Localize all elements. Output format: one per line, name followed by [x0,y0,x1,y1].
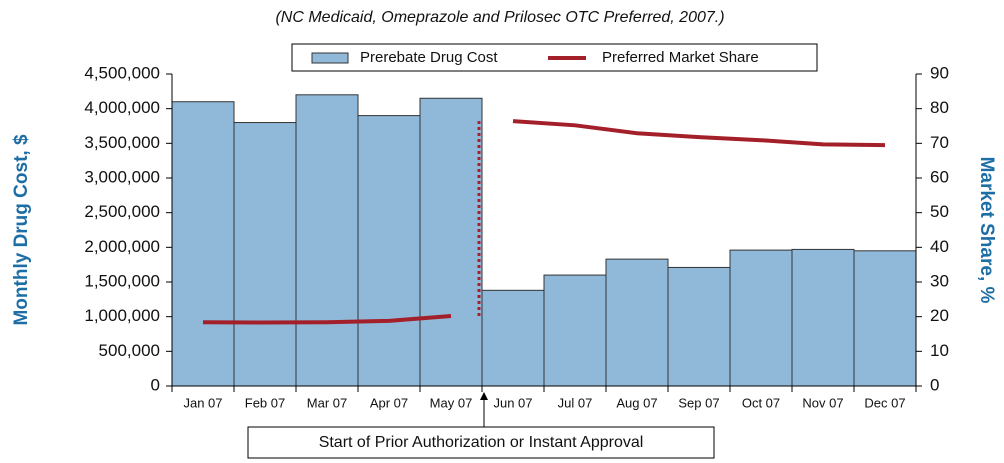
bar [171,101,235,387]
x-tick-label: Aug 07 [616,395,657,410]
y2-tick-label: 70 [930,133,949,152]
bar [233,122,297,387]
y-tick-label: 4,500,000 [84,63,160,82]
y-tick-label: 0 [151,375,160,394]
legend-label: Prerebate Drug Cost [360,49,498,66]
chart-title: (NC Medicaid, Omeprazole and Prilosec OT… [275,9,724,26]
bar [791,248,855,387]
x-tick-label: May 07 [430,395,473,410]
y2-tick-label: 80 [930,98,949,117]
x-tick-label: Dec 07 [864,395,905,410]
x-tick-label: Feb 07 [245,395,285,410]
y2-tick-label: 50 [930,202,949,221]
bar [357,115,421,387]
x-tick-label: Jan 07 [183,395,222,410]
x-tick-label: Oct 07 [742,395,780,410]
bar [295,94,359,387]
y-tick-label: 500,000 [99,341,160,360]
y2-tick-label: 30 [930,271,949,290]
y-tick-label: 4,000,000 [84,98,160,117]
y2-tick-label: 40 [930,237,949,256]
y2-tick-label: 20 [930,306,949,325]
legend-label: Preferred Market Share [602,49,759,66]
annotation: Start of Prior Authorization or Instant … [319,434,644,451]
line [512,119,886,148]
y2-tick-label: 90 [930,63,949,82]
y2-tick-label: 60 [930,167,949,186]
legend-swatch [311,52,349,64]
y2-tick-label: 10 [930,341,949,360]
y2-axis-title: Market Share, % [976,157,997,304]
bar [729,249,793,387]
arrow-head [480,392,488,400]
annotation-box [247,426,715,459]
x-tick-label: Jun 07 [493,395,532,410]
y-axis-title: Monthly Drug Cost, $ [11,134,32,325]
x-tick-label: Nov 07 [802,395,843,410]
y-tick-label: 1,500,000 [84,271,160,290]
x-tick-label: Mar 07 [307,395,347,410]
x-tick-label: Sep 07 [678,395,719,410]
x-tick-label: Jul 07 [558,395,593,410]
line [202,313,452,325]
bar [481,289,545,387]
y-tick-label: 2,000,000 [84,237,160,256]
x-tick-label: Apr 07 [370,395,408,410]
y-tick-label: 2,500,000 [84,202,160,221]
y-tick-label: 1,000,000 [84,306,160,325]
bar [605,258,669,387]
bar [667,266,731,387]
bar [419,97,483,387]
y-tick-label: 3,000,000 [84,167,160,186]
y2-tick-label: 0 [930,375,939,394]
bar [853,250,917,387]
y-tick-label: 3,500,000 [84,133,160,152]
bar [543,274,607,387]
